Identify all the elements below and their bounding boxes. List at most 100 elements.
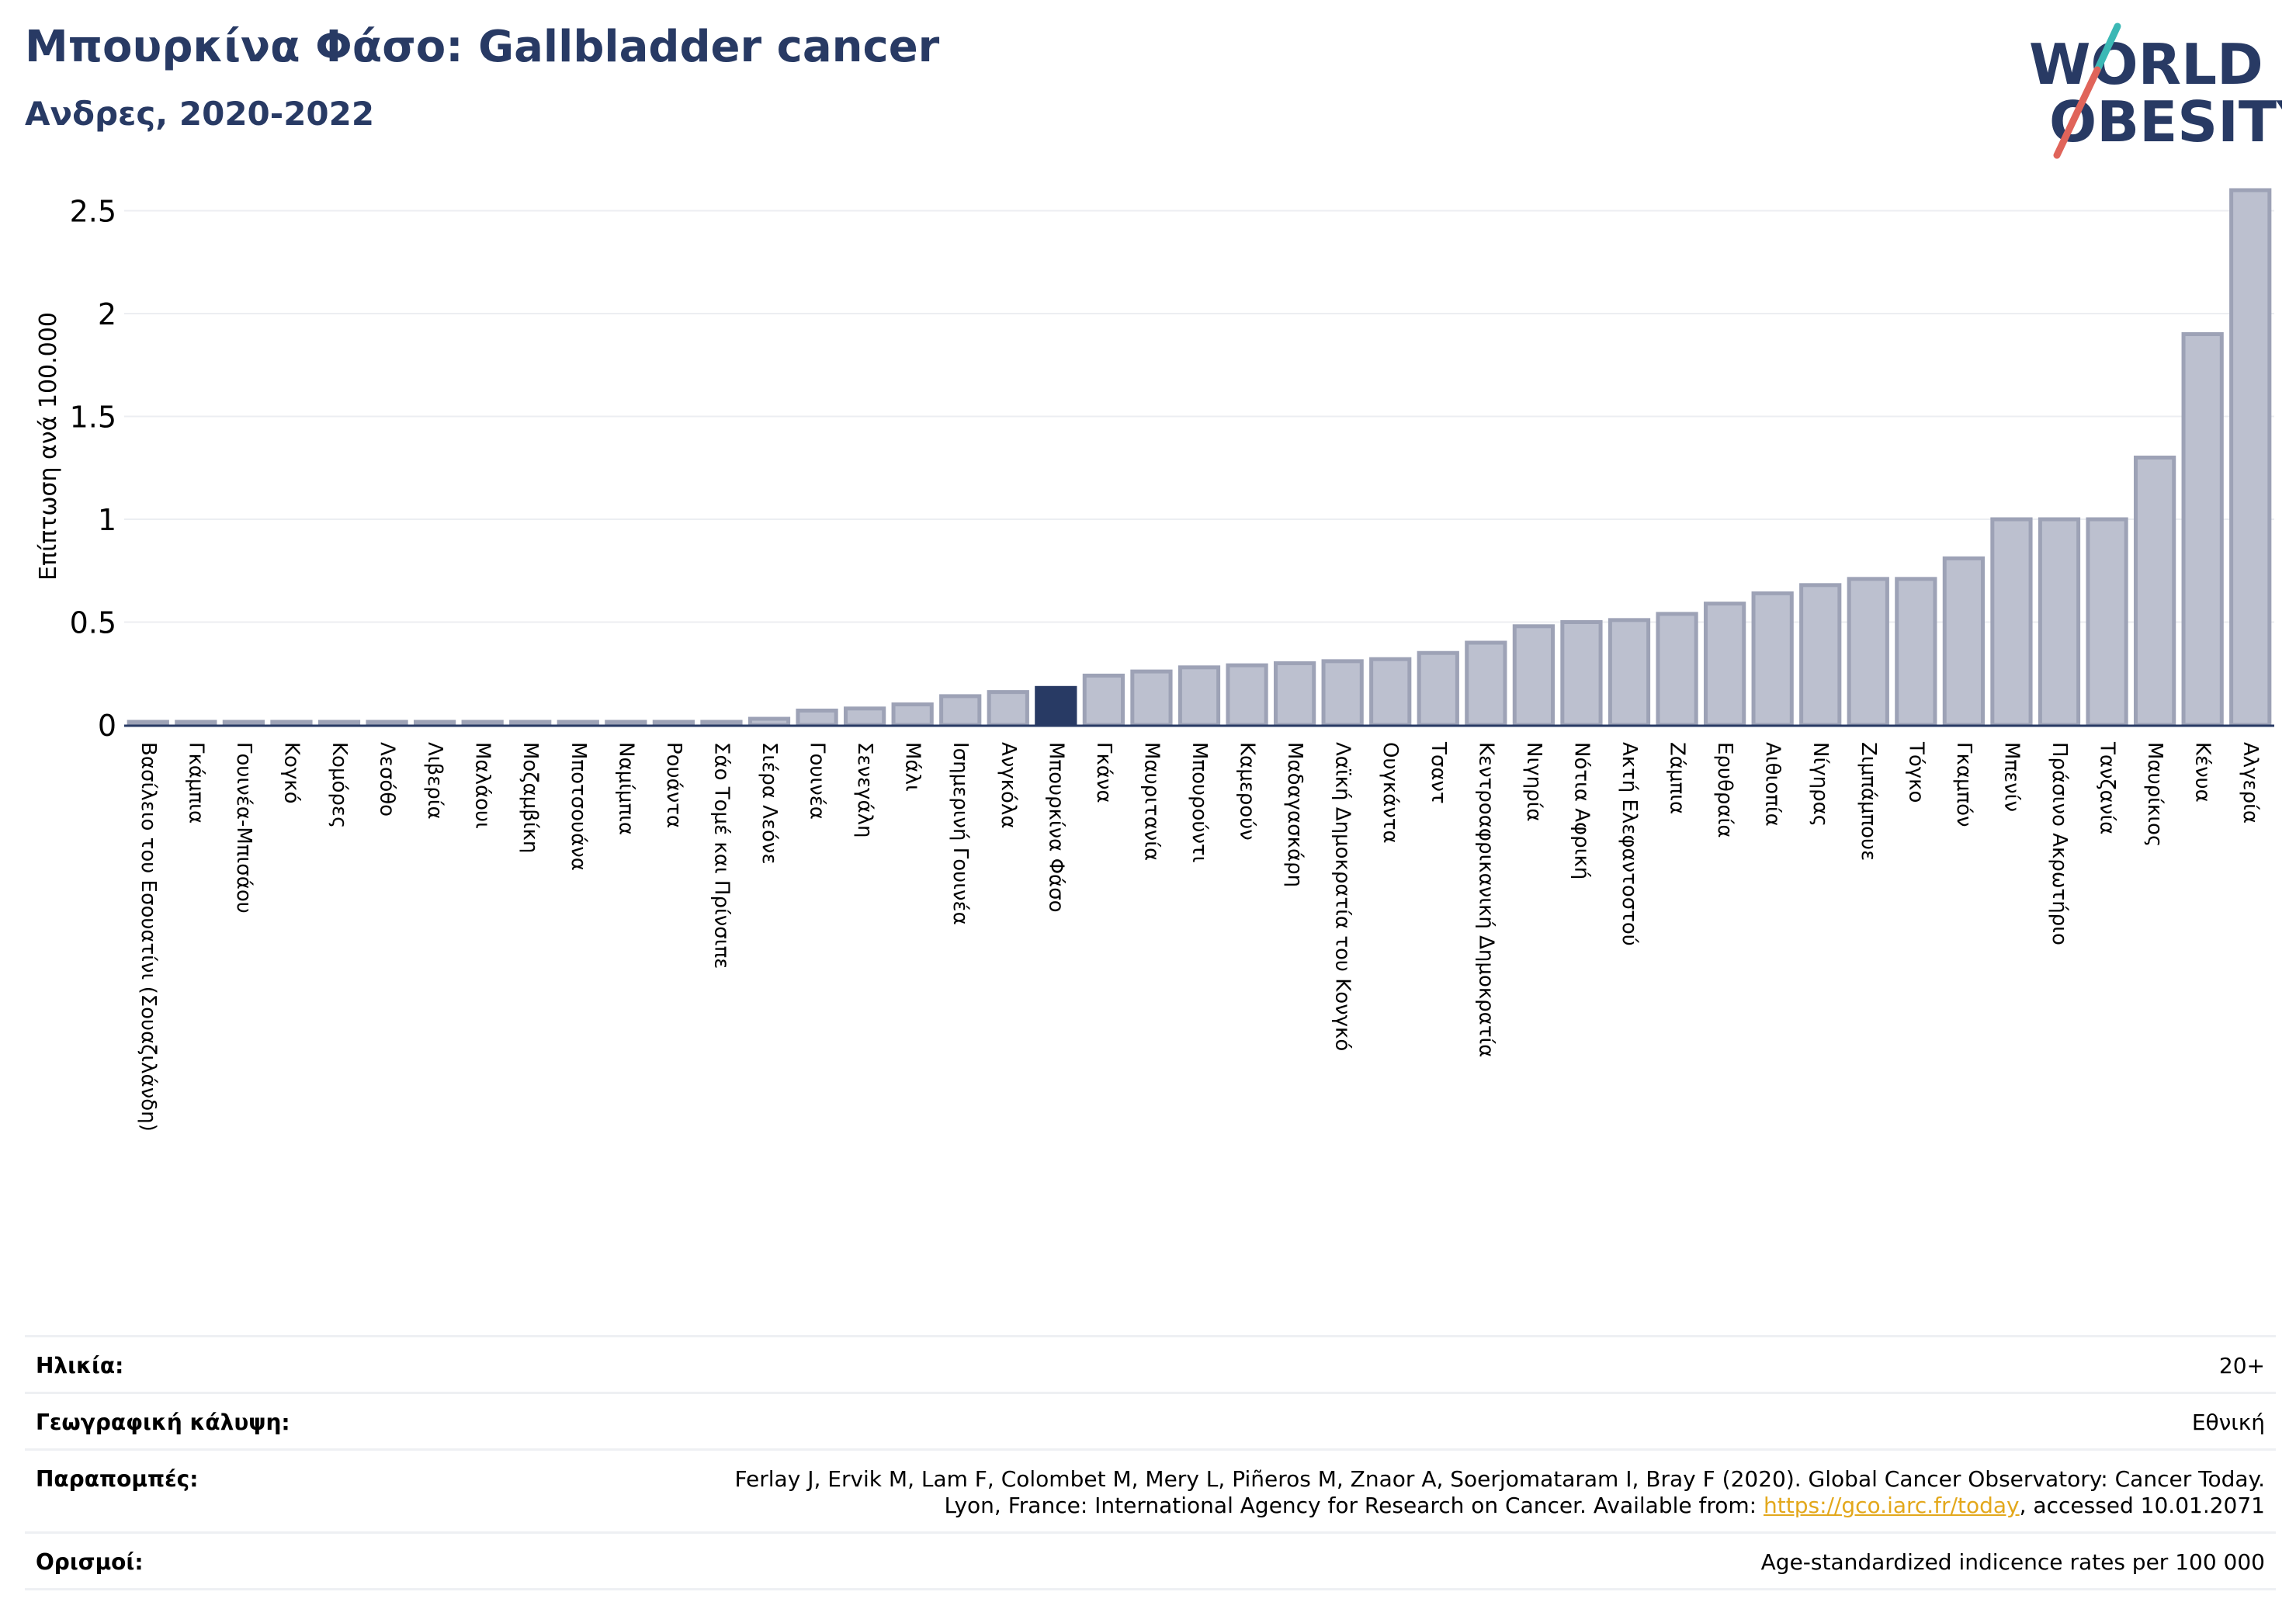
bar [2038,517,2081,727]
page-subtitle: Ανδρες, 2020-2022 [25,95,375,133]
bar [366,720,408,727]
x-tick-label: Λεσόθο [376,742,399,817]
x-tick-label: Ισημερινή Γουινέα [949,742,972,925]
bar [1273,661,1316,727]
bar [2229,188,2272,727]
bar [605,720,647,727]
x-tick-label: Γουινέα [806,742,829,820]
bar [1512,624,1556,727]
x-tick-label: Μαυρίκιος [2143,742,2166,847]
bar [939,694,982,727]
x-tick-label: Αιθιοπία [1761,742,1784,827]
bar-highlighted [1035,685,1077,727]
bar [1895,577,1937,727]
y-tick-label: 2.5 [70,195,116,229]
x-tick-label: Ναμίμπια [614,742,637,835]
footer-row: Γεωγραφική κάλυψη: Εθνική [25,1392,2276,1448]
bar [1130,669,1173,727]
y-ticks-layer: 0 0.5 1 1.5 2 2.5 [70,195,116,744]
bar [891,702,934,727]
x-tick-label: Νιγηρία [1522,742,1545,822]
x-tick-label: Γουινέα-Μπισάου [232,742,255,914]
footer-row: Ορισμοί: Age-standardized indicence rates… [25,1531,2276,1590]
bar [557,720,599,727]
bar [1751,591,1794,727]
footer-value-text: 20+ [2218,1353,2265,1379]
footer-value: Εθνική [2192,1410,2265,1436]
x-tick-label: Νίγηρας [1809,742,1832,827]
x-tick-label: Ζάμπια [1666,742,1689,814]
x-tick-label: Μπενίν [1999,742,2023,812]
bar [1990,517,2033,727]
bar [461,720,504,727]
x-labels-layer: Βασίλειο του Εσουατίνι (Σουαζιλάνδη) Γκάμ… [137,741,2262,1132]
bar [2181,332,2224,727]
footer-value-text: Εθνική [2191,1410,2265,1435]
x-tick-label: Κομόρες [328,742,351,828]
y-tick-label: 1 [98,503,116,537]
bar [1417,650,1459,727]
chart-footer: Ηλικία: 20+ Γεωγραφική κάλυψη: Εθνική Παραπο… [25,1335,2276,1590]
footer-value: 20+ [2219,1353,2265,1379]
bar [1799,583,1842,727]
bar [413,720,456,727]
footer-row: Ηλικία: 20+ [25,1335,2276,1392]
x-tick-label: Γκάμπια [184,742,207,824]
bar [1082,673,1125,727]
x-tick-label: Μπουρούντι [1188,742,1211,862]
bar [1608,618,1651,727]
bar [127,720,169,727]
bar [1942,556,1986,727]
x-tick-label: Ουγκάντα [1379,742,1402,844]
x-tick-label: Σάο Τομέ και Πρίνσιπε [709,742,733,969]
x-tick-label: Λιβερία [423,742,446,820]
x-tick-label: Γκάνα [1092,742,1115,803]
bar [1321,659,1364,727]
logo-word-obesity: OBESITY [2049,89,2282,154]
bar [1465,640,1507,727]
x-tick-label: Ζιμπάμπουε [1857,742,1880,861]
x-tick-label: Λαϊκή Δημοκρατία του Κονγκό [1331,742,1354,1051]
y-tick-label: 2 [98,297,116,331]
bar [222,720,265,727]
x-tick-label: Κένυα [2191,742,2214,803]
x-tick-label: Τσαντ [1427,741,1450,804]
footer-value-text: , accessed 10.01.2071 [2019,1493,2265,1518]
bar [1177,665,1221,727]
bar [1369,657,1412,727]
x-tick-label: Πράσινο Ακρωτήριο [2048,742,2071,945]
bar [270,720,313,727]
footer-row: Παραπομπές: Ferlay J, Ervik M, Lam F, Col… [25,1448,2276,1531]
x-tick-label: Κεντροαφρικανική Δημοκρατία [1474,742,1497,1057]
x-tick-label: Βασίλειο του Εσουατίνι (Σουαζιλάνδη) [137,742,160,1132]
bar [175,720,217,727]
bar [987,690,1029,727]
x-tick-label: Ρουάντα [662,742,685,828]
bar [1703,602,1746,727]
bar [1560,620,1603,727]
y-tick-label: 0.5 [70,606,116,640]
x-tick-label: Κογκό [279,742,303,804]
bar [843,706,886,727]
footer-value: Age-standardized indicence rates per 100… [1761,1549,2265,1576]
x-tick-label: Σενεγάλη [853,742,876,838]
footer-label: Ηλικία: [36,1353,124,1379]
footer-value-text: Age-standardized indicence rates per 100… [1760,1549,2265,1575]
x-tick-label: Μοζαμβίκη [519,742,542,853]
x-tick-label: Ακτή Ελεφαντοστού [1618,742,1641,946]
x-tick-label: Μπουρκίνα Φάσο [1044,742,1067,913]
x-tick-label: Μποτσουάνα [567,742,590,871]
x-tick-label: Ανγκόλα [997,742,1020,828]
bar [747,716,791,727]
bar [2086,517,2128,727]
bar [700,720,743,727]
bar [1847,577,1889,727]
logo-slash-teal [2093,23,2121,74]
source-link[interactable]: https://gco.iarc.fr/today [1764,1493,2020,1518]
bars-layer [127,188,2272,727]
x-tick-label: Μάλι [901,742,924,792]
footer-label: Ορισμοί: [36,1549,144,1575]
page-title: Μπουρκίνα Φάσο: Gallbladder cancer [25,22,940,72]
x-tick-label: Νότια Αφρική [1569,742,1593,879]
world-obesity-logo: WORLD OBESITY [2029,23,2282,159]
